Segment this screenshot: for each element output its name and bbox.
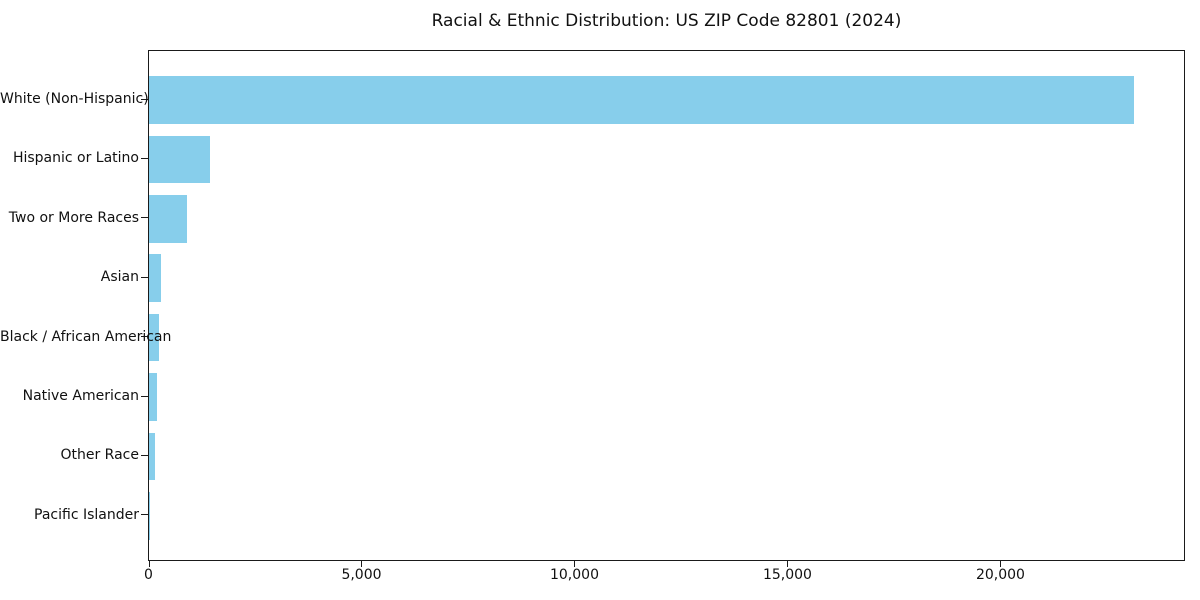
y-tick-mark (141, 514, 148, 516)
bar-hispanic-or-latino (149, 135, 211, 184)
bar-two-or-more-races (149, 195, 187, 243)
y-tick-label-pacific-islander: Pacific Islander (34, 506, 139, 523)
y-tick-mark (141, 217, 148, 219)
x-tick-mark (1000, 561, 1002, 567)
y-tick-mark (141, 276, 148, 278)
chart-title: Racial & Ethnic Distribution: US ZIP Cod… (431, 11, 902, 31)
bar-native-american (149, 373, 158, 421)
y-tick-mark (141, 395, 148, 397)
y-tick-mark (141, 454, 148, 456)
x-tick-label-15-000: 15,000 (762, 567, 812, 583)
y-tick-label-black-african-american: Black / African American (0, 328, 172, 345)
y-tick-mark (141, 98, 148, 100)
x-tick-label-20-000: 20,000 (975, 567, 1025, 583)
y-tick-mark (141, 157, 148, 159)
bar-black-african-american (149, 313, 159, 362)
x-tick-mark (787, 561, 789, 567)
y-tick-label-native-american: Native American (22, 388, 139, 404)
plot-area (148, 50, 1185, 561)
y-tick-label-white-non-hispanic: White (Non-Hispanic) (0, 91, 149, 107)
x-tick-mark (148, 561, 150, 567)
y-tick-label-hispanic-or-latino: Hispanic or Latino (12, 150, 139, 167)
y-tick-mark (141, 336, 148, 338)
x-tick-mark (361, 561, 363, 567)
y-tick-label-asian: Asian (100, 269, 139, 286)
x-tick-label-0: 0 (144, 567, 153, 583)
bar-asian (149, 254, 162, 302)
x-tick-label-5-000: 5,000 (341, 567, 382, 583)
y-tick-label-two-or-more-races: Two or More Races (8, 209, 139, 226)
x-tick-label-10-000: 10,000 (549, 567, 599, 583)
bar-white-non-hispanic (149, 76, 1135, 124)
y-tick-label-other-race: Other Race (60, 447, 139, 464)
x-tick-mark (574, 561, 576, 567)
bar-other-race (149, 432, 155, 481)
